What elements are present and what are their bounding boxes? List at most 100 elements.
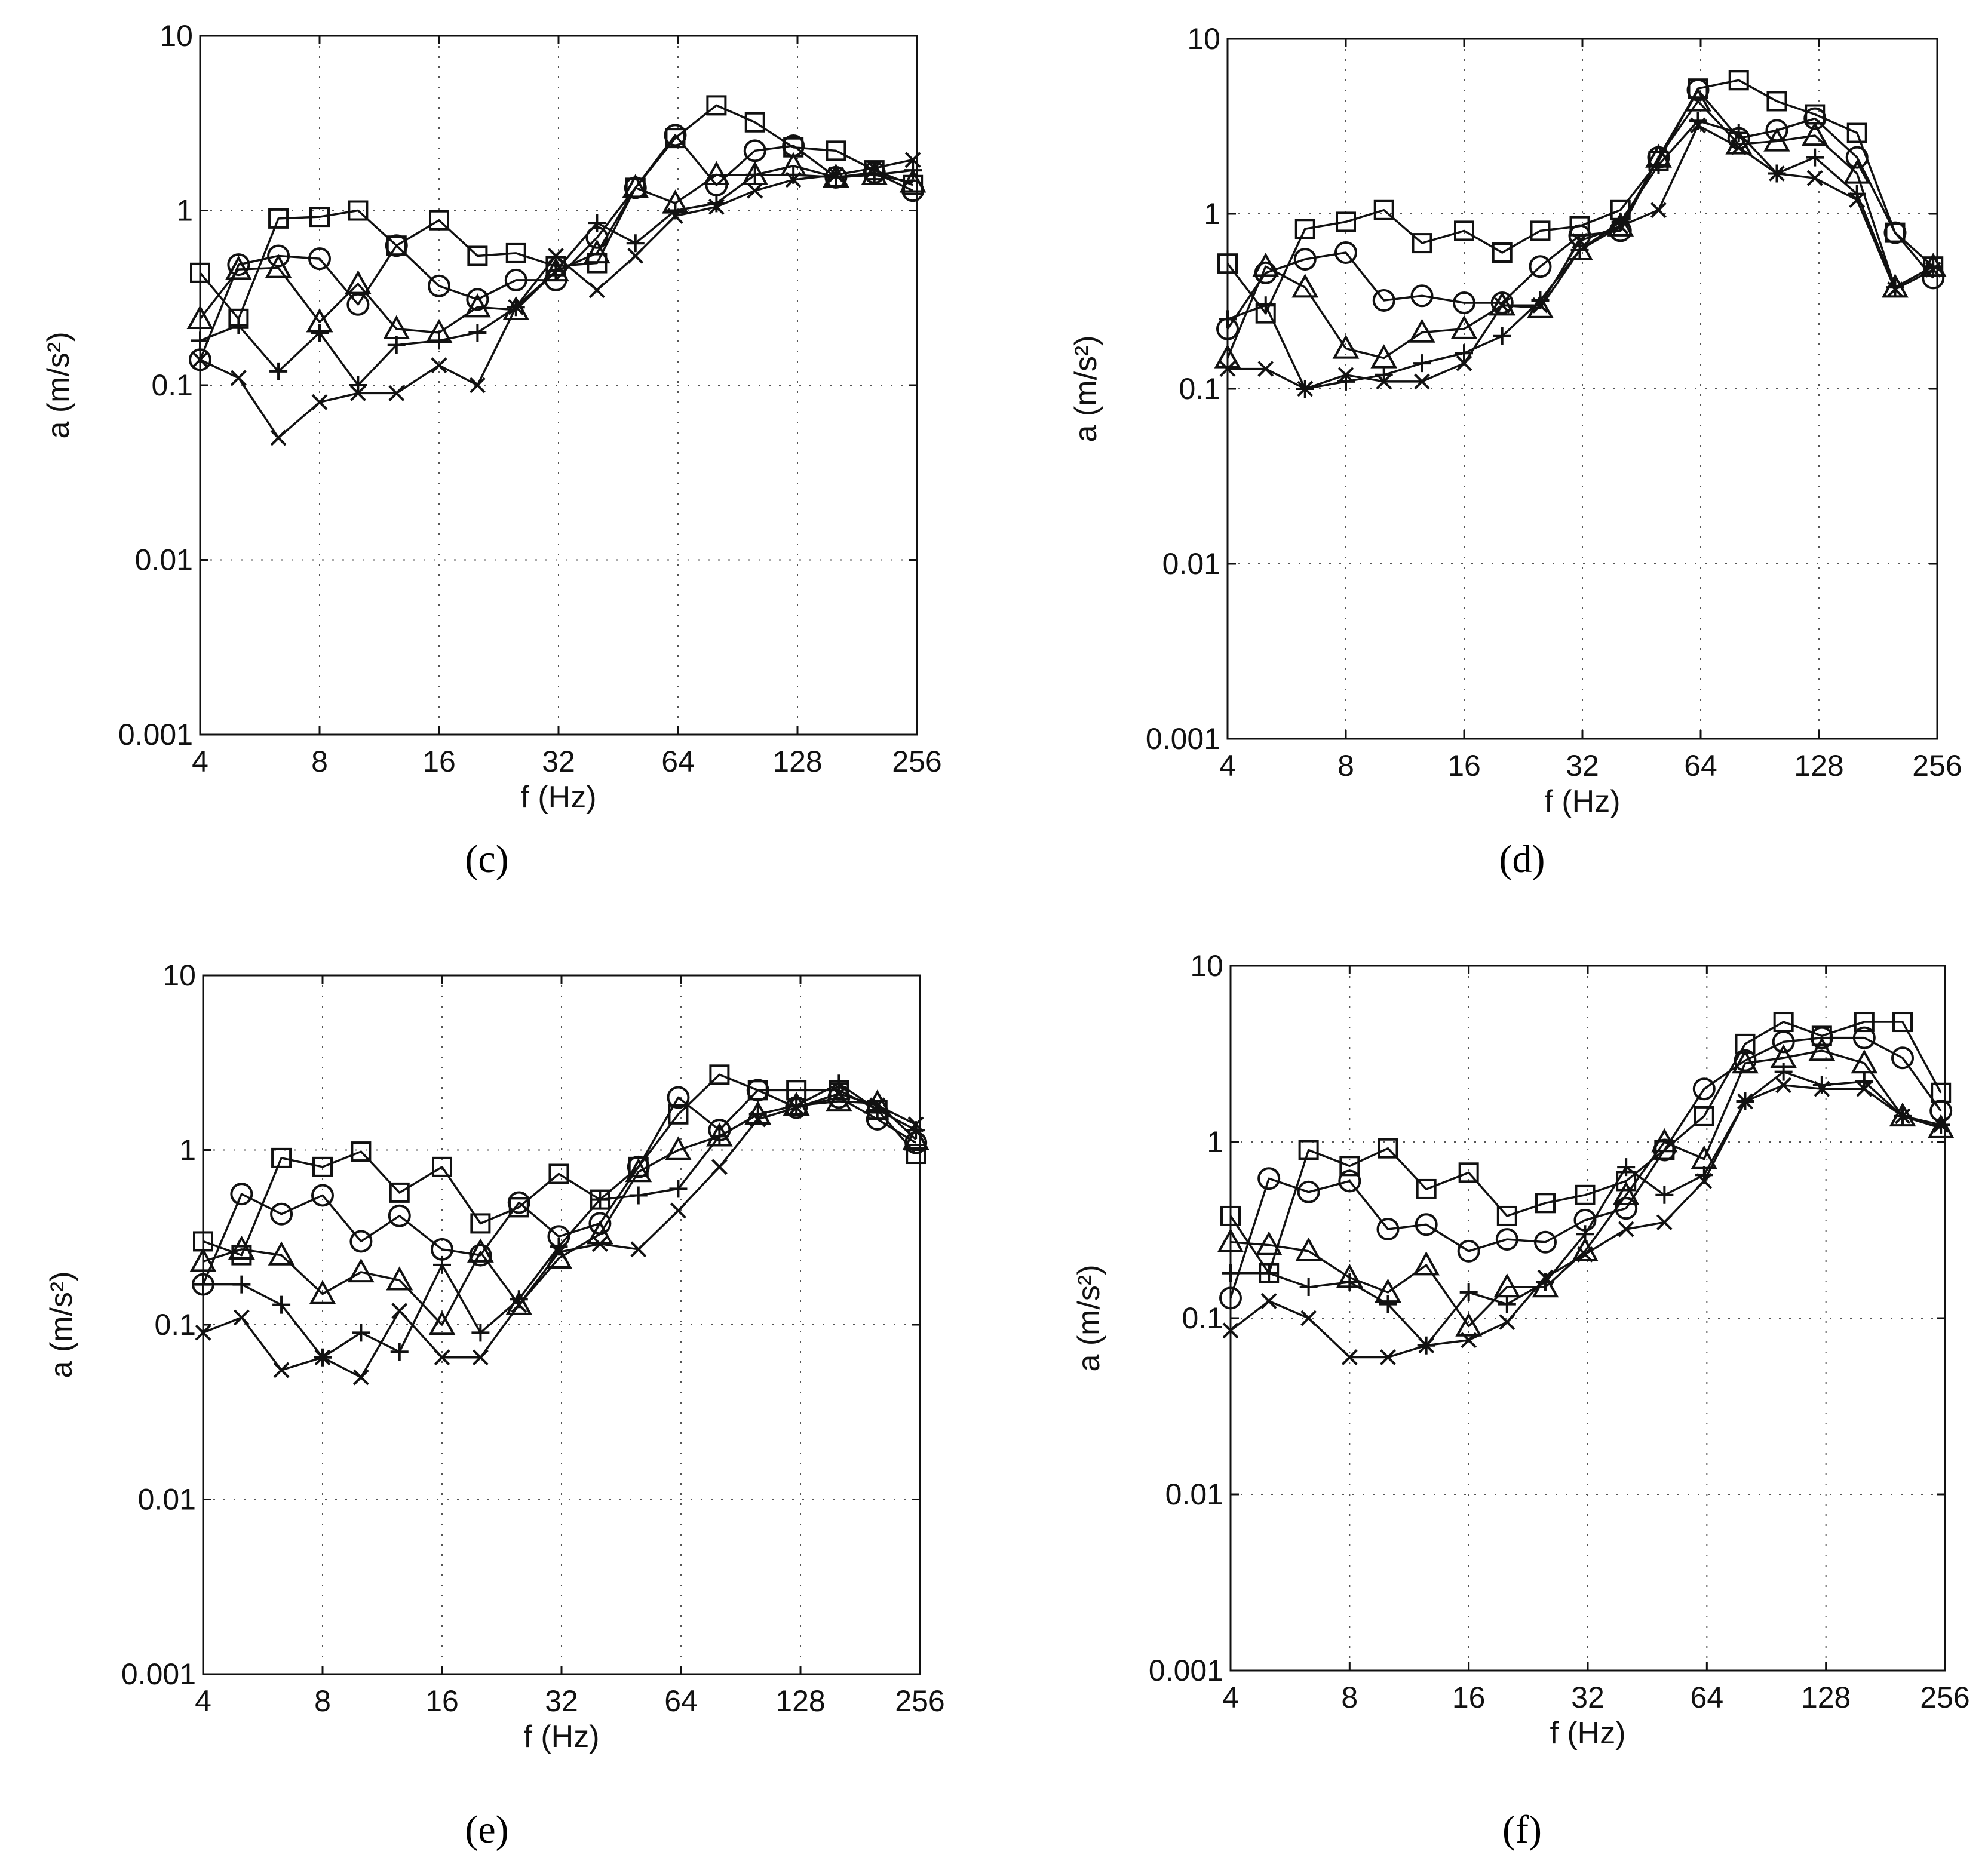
data-point-plus xyxy=(349,376,367,394)
data-point-cross xyxy=(591,1236,608,1252)
data-point-triangle xyxy=(1493,1273,1521,1298)
panel-label: (d) xyxy=(1499,837,1545,881)
data-point-triangle xyxy=(467,1238,494,1263)
data-point-plus xyxy=(1774,1063,1793,1081)
y-axis-label: a (m/s²) xyxy=(1069,335,1103,442)
data-point-square xyxy=(1454,220,1474,241)
data-point-plus xyxy=(1493,327,1511,345)
data-point-cross xyxy=(1769,165,1785,182)
x-tick-label: 128 xyxy=(1801,1681,1851,1714)
data-point-cross xyxy=(434,1349,450,1366)
y-tick-label: 0.1 xyxy=(1182,1301,1223,1335)
data-point-square xyxy=(1378,1138,1398,1159)
data-point-triangle xyxy=(1927,1114,1955,1138)
series-line-cross xyxy=(200,158,913,439)
data-point-circle xyxy=(388,1204,411,1227)
data-point-cross xyxy=(311,394,328,410)
series-line-plus xyxy=(203,1082,916,1359)
data-point-cross xyxy=(195,1324,211,1341)
data-point-triangle xyxy=(1763,127,1790,152)
data-point-triangle xyxy=(1295,1237,1323,1262)
data-point-circle xyxy=(1334,241,1357,265)
data-point-square xyxy=(1294,219,1315,239)
data-point-square xyxy=(467,245,488,266)
x-tick-label: 128 xyxy=(772,745,822,778)
series-triangle xyxy=(186,152,926,343)
data-point-cross xyxy=(1257,361,1274,377)
data-point-cross xyxy=(1418,1337,1435,1354)
data-point-triangle xyxy=(1291,274,1319,298)
data-point-plus xyxy=(269,362,288,380)
data-point-square xyxy=(1458,1162,1479,1183)
series-line-triangle xyxy=(203,1100,917,1326)
data-point-cross xyxy=(1414,373,1430,390)
x-tick-label: 4 xyxy=(192,745,208,778)
series-triangle xyxy=(189,1087,929,1335)
data-point-cross xyxy=(233,1309,250,1326)
data-point-cross xyxy=(1219,361,1236,377)
data-point-square xyxy=(470,1213,491,1234)
x-tick-label: 64 xyxy=(661,745,695,778)
data-point-square xyxy=(1892,1012,1913,1033)
series-circle xyxy=(189,124,925,371)
data-point-square xyxy=(1492,242,1513,263)
x-tick-label: 32 xyxy=(545,1684,578,1718)
data-point-cross xyxy=(508,299,524,315)
data-point-square xyxy=(1336,211,1356,232)
data-point-triangle xyxy=(1685,87,1711,112)
y-tick-label: 0.1 xyxy=(154,1308,196,1341)
y-tick-label: 0.01 xyxy=(135,544,193,577)
data-point-triangle xyxy=(1612,1181,1640,1206)
y-tick-label: 0.001 xyxy=(1146,722,1220,756)
data-point-plus xyxy=(1576,1225,1594,1243)
data-point-cross xyxy=(1494,297,1511,314)
data-point-circle xyxy=(1810,1026,1833,1049)
data-point-square xyxy=(826,140,846,161)
data-point-plus xyxy=(352,1324,370,1342)
data-point-triangle xyxy=(622,174,649,198)
data-point-plus xyxy=(1340,1273,1359,1291)
x-tick-label: 32 xyxy=(542,745,575,778)
x-axis-label: f (Hz) xyxy=(523,1719,599,1754)
chart-panel-d: 4 8 16 32 64 128 256 0.001 0.01 0.1 1 10 f (Hz) a (m/… xyxy=(1069,22,1962,881)
data-point-cross xyxy=(1849,192,1866,208)
data-point-cross xyxy=(1932,1116,1949,1133)
x-tick-label: 256 xyxy=(1920,1681,1969,1714)
data-point-cross xyxy=(1572,232,1588,249)
data-point-cross xyxy=(907,1116,924,1133)
data-point-cross xyxy=(1532,297,1548,314)
data-point-plus xyxy=(387,336,406,354)
y-tick-label: 0.001 xyxy=(118,718,193,751)
y-axis-label: a (m/s²) xyxy=(41,331,76,438)
data-point-square xyxy=(351,1141,372,1162)
data-point-cross xyxy=(1731,139,1747,156)
data-point-cross xyxy=(1537,1269,1554,1286)
data-point-triangle xyxy=(1252,253,1280,277)
y-tick-label: 0.1 xyxy=(151,369,193,402)
data-point-plus xyxy=(827,168,845,186)
x-tick-label: 64 xyxy=(664,1684,698,1718)
data-point-circle xyxy=(1338,1169,1361,1193)
data-point-cross xyxy=(1775,1077,1792,1094)
data-point-plus xyxy=(1655,1186,1674,1204)
data-point-circle xyxy=(1453,291,1475,315)
data-point-circle xyxy=(1376,1217,1400,1240)
data-point-plus xyxy=(830,1074,848,1093)
data-point-cross xyxy=(788,1099,805,1116)
data-point-square xyxy=(268,208,289,229)
data-point-triangle xyxy=(309,1280,336,1304)
data-point-square xyxy=(348,200,369,221)
data-point-cross xyxy=(511,1297,527,1313)
data-point-triangle xyxy=(502,296,530,321)
y-tick-label: 1 xyxy=(1204,197,1220,231)
data-point-triangle xyxy=(665,1136,692,1160)
x-tick-label: 256 xyxy=(1912,749,1962,782)
data-point-plus xyxy=(311,323,329,342)
data-point-triangle xyxy=(1801,121,1829,146)
data-point-cross xyxy=(1456,355,1472,371)
data-point-cross xyxy=(1894,1108,1911,1125)
data-point-triangle xyxy=(225,256,252,280)
data-point-circle xyxy=(1297,1180,1320,1203)
data-point-triangle xyxy=(268,1241,295,1266)
data-point-triangle xyxy=(1217,1228,1244,1252)
